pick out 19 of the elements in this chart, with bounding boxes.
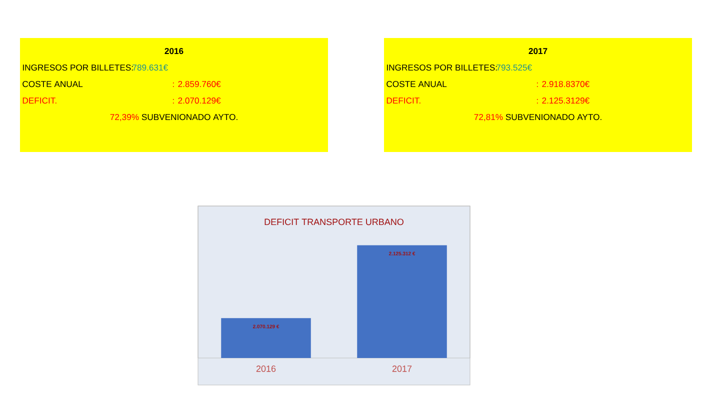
text: : 2.859.760€ [172,80,221,88]
text: : 2.918.8370€ [536,80,590,88]
text: INGRESOS POR BILLETES: [23,64,133,71]
text: INGRESOS POR BILLETES: [387,64,497,71]
text: DEFICIT. [386,97,420,104]
text: 789.631€ [132,64,168,71]
text: : 2.070.129€ [172,97,221,104]
text: 793.525€ [496,64,532,71]
text: 2016 [164,48,184,54]
text: SUBVENIONADO AYTO. [506,114,602,120]
text: COSTE ANUAL [386,80,447,88]
text: COSTE ANUAL [22,80,83,88]
text: 2017 [528,48,548,54]
text: 72,39% [110,114,139,122]
text: DEFICIT. [22,97,56,104]
text: SUBVENIONADO AYTO. [142,114,238,120]
text: : 2.125.3129€ [536,97,590,104]
text: 72,81% [474,114,503,122]
text: DEFICIT TRANSPORTE URBANO [264,218,404,226]
